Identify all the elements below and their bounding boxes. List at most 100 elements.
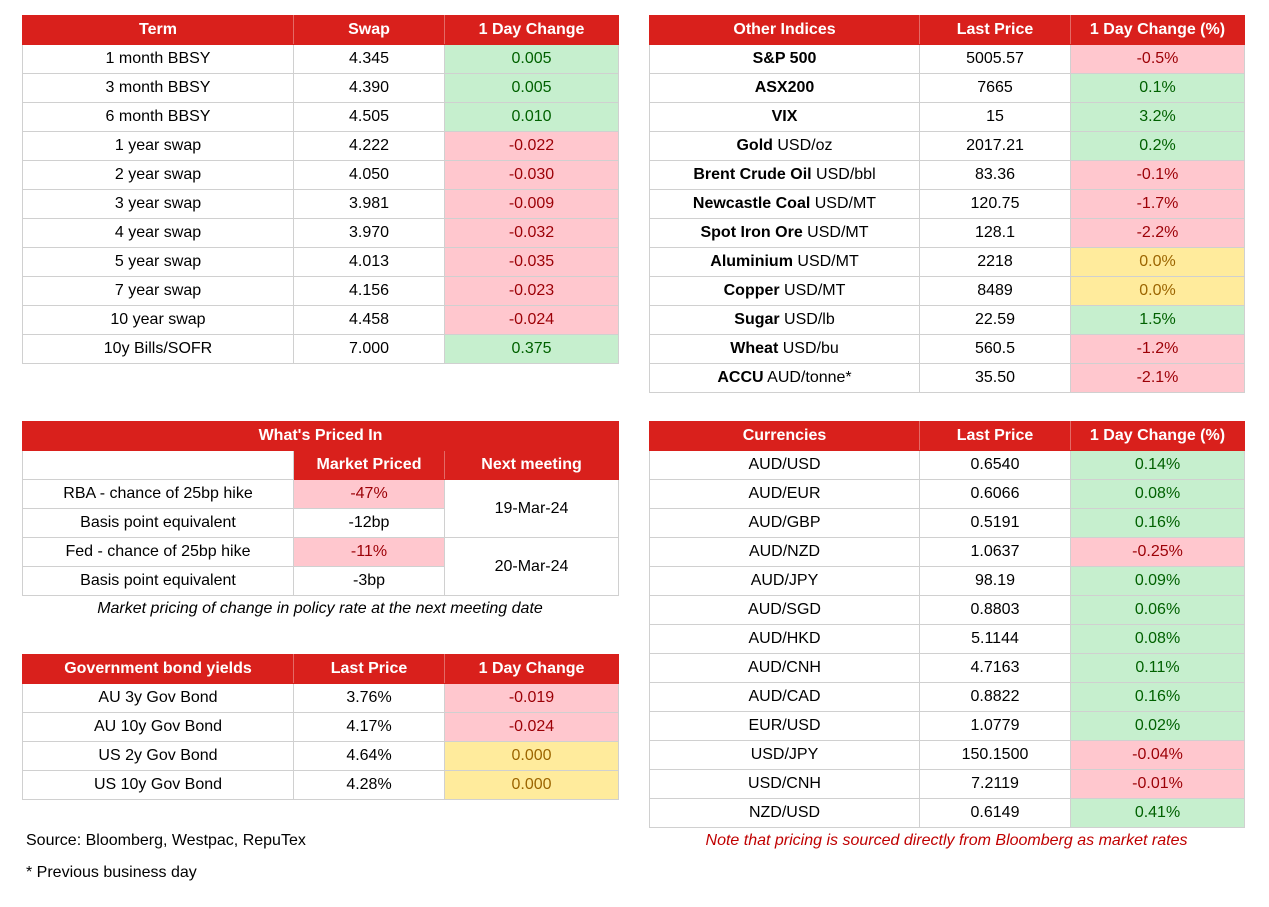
- index-name-cell: Newcastle Coal USD/MT: [649, 189, 920, 219]
- table-row: AU 10y Gov Bond 4.17% -0.024: [22, 712, 619, 742]
- table-row: USD/CNH 7.2119 -0.01%: [649, 769, 1245, 799]
- swap-change: -0.024: [444, 305, 619, 335]
- index-name-cell: Aluminium USD/MT: [649, 247, 920, 277]
- bonds-header-name: Government bond yields: [22, 654, 294, 684]
- index-name-cell: Brent Crude Oil USD/bbl: [649, 160, 920, 190]
- index-unit: USD/MT: [779, 282, 846, 299]
- bond-price: 4.64%: [293, 741, 445, 771]
- currency-pair: AUD/NZD: [649, 537, 920, 567]
- swap-header-term: Term: [22, 15, 294, 45]
- swap-value: 4.458: [293, 305, 445, 335]
- swap-change: 0.005: [444, 73, 619, 103]
- table-row: AUD/NZD 1.0637 -0.25%: [649, 537, 1245, 567]
- priced-in-subheader-row: Market Priced Next meeting: [22, 450, 619, 480]
- priced-in-blank-header: [22, 450, 294, 480]
- priced-in-table: What's Priced In Market Priced Next meet…: [22, 421, 619, 596]
- table-row: Brent Crude Oil USD/bbl 83.36 -0.1%: [649, 160, 1245, 190]
- currencies-header-price: Last Price: [919, 421, 1071, 451]
- table-row: AUD/CAD 0.8822 0.16%: [649, 682, 1245, 712]
- table-row: AUD/USD 0.6540 0.14%: [649, 450, 1245, 480]
- swap-term: 10 year swap: [22, 305, 294, 335]
- indices-table: Other Indices Last Price 1 Day Change (%…: [649, 15, 1245, 393]
- swap-header-row: Term Swap 1 Day Change: [22, 15, 619, 45]
- index-change: 1.5%: [1070, 305, 1245, 335]
- currency-price: 7.2119: [919, 769, 1071, 799]
- swap-value: 4.222: [293, 131, 445, 161]
- currency-price: 0.8822: [919, 682, 1071, 712]
- table-row: AU 3y Gov Bond 3.76% -0.019: [22, 683, 619, 713]
- currency-change: -0.25%: [1070, 537, 1245, 567]
- currency-pair: AUD/USD: [649, 450, 920, 480]
- table-row: AUD/GBP 0.5191 0.16%: [649, 508, 1245, 538]
- table-row: AUD/CNH 4.7163 0.11%: [649, 653, 1245, 683]
- currency-price: 150.1500: [919, 740, 1071, 770]
- index-change: 3.2%: [1070, 102, 1245, 132]
- index-name-cell: VIX: [649, 102, 920, 132]
- currency-price: 0.6149: [919, 798, 1071, 828]
- swap-value: 7.000: [293, 334, 445, 364]
- swap-header-swap: Swap: [293, 15, 445, 45]
- index-change: 0.0%: [1070, 276, 1245, 306]
- swap-change: -0.009: [444, 189, 619, 219]
- bond-name: US 2y Gov Bond: [22, 741, 294, 771]
- bond-change: 0.000: [444, 741, 619, 771]
- index-price: 15: [919, 102, 1071, 132]
- bond-name: AU 10y Gov Bond: [22, 712, 294, 742]
- fed-bp-label: Basis point equivalent: [22, 566, 294, 596]
- bond-name: US 10y Gov Bond: [22, 770, 294, 800]
- swap-term: 5 year swap: [22, 247, 294, 277]
- index-change: -0.1%: [1070, 160, 1245, 190]
- rba-next-meeting: 19-Mar-24: [444, 479, 619, 538]
- table-row: 2 year swap 4.050 -0.030: [22, 160, 619, 190]
- index-name: S&P 500: [752, 50, 817, 67]
- index-price: 2017.21: [919, 131, 1071, 161]
- swap-term: 2 year swap: [22, 160, 294, 190]
- table-row: ACCU AUD/tonne* 35.50 -2.1%: [649, 363, 1245, 393]
- index-name: Wheat: [730, 340, 779, 357]
- currency-price: 0.6540: [919, 450, 1071, 480]
- bonds-header-change: 1 Day Change: [444, 654, 619, 684]
- currency-pair: AUD/CAD: [649, 682, 920, 712]
- currency-price: 0.5191: [919, 508, 1071, 538]
- priced-in-caption: Market pricing of change in policy rate …: [97, 600, 543, 617]
- bond-price: 4.17%: [293, 712, 445, 742]
- table-row: 6 month BBSY 4.505 0.010: [22, 102, 619, 132]
- currency-change: 0.02%: [1070, 711, 1245, 741]
- currency-change: 0.08%: [1070, 479, 1245, 509]
- currency-change: 0.11%: [1070, 653, 1245, 683]
- table-row: EUR/USD 1.0779 0.02%: [649, 711, 1245, 741]
- index-change: -0.5%: [1070, 44, 1245, 74]
- index-price: 2218: [919, 247, 1071, 277]
- table-row: Sugar USD/lb 22.59 1.5%: [649, 305, 1245, 335]
- table-row: 10 year swap 4.458 -0.024: [22, 305, 619, 335]
- currency-price: 0.8803: [919, 595, 1071, 625]
- index-name: ASX200: [754, 79, 815, 96]
- index-change: 0.1%: [1070, 73, 1245, 103]
- table-row: NZD/USD 0.6149 0.41%: [649, 798, 1245, 828]
- currency-change: 0.16%: [1070, 682, 1245, 712]
- fed-bp-value: -3bp: [293, 566, 445, 596]
- rba-bp-value: -12bp: [293, 508, 445, 538]
- rba-bp-row: Basis point equivalent -12bp: [22, 508, 619, 538]
- index-unit: USD/MT: [802, 224, 869, 241]
- table-row: 10y Bills/SOFR 7.000 0.375: [22, 334, 619, 364]
- table-row: Copper USD/MT 8489 0.0%: [649, 276, 1245, 306]
- index-name-cell: Copper USD/MT: [649, 276, 920, 306]
- currencies-table: Currencies Last Price 1 Day Change (%) A…: [649, 421, 1245, 828]
- table-row: S&P 500 5005.57 -0.5%: [649, 44, 1245, 74]
- index-price: 8489: [919, 276, 1071, 306]
- index-unit: USD/MT: [792, 253, 859, 270]
- currencies-header-row: Currencies Last Price 1 Day Change (%): [649, 421, 1245, 451]
- bonds-table-body: AU 3y Gov Bond 3.76% -0.019 AU 10y Gov Bond…: [22, 683, 619, 800]
- currency-pair: NZD/USD: [649, 798, 920, 828]
- index-unit: USD/MT: [810, 195, 877, 212]
- index-price: 22.59: [919, 305, 1071, 335]
- table-row: VIX 15 3.2%: [649, 102, 1245, 132]
- currency-pair: AUD/CNH: [649, 653, 920, 683]
- index-change: -2.1%: [1070, 363, 1245, 393]
- swap-value: 4.390: [293, 73, 445, 103]
- swap-value: 4.345: [293, 44, 445, 74]
- swap-value: 4.013: [293, 247, 445, 277]
- currency-price: 1.0779: [919, 711, 1071, 741]
- table-row: Gold USD/oz 2017.21 0.2%: [649, 131, 1245, 161]
